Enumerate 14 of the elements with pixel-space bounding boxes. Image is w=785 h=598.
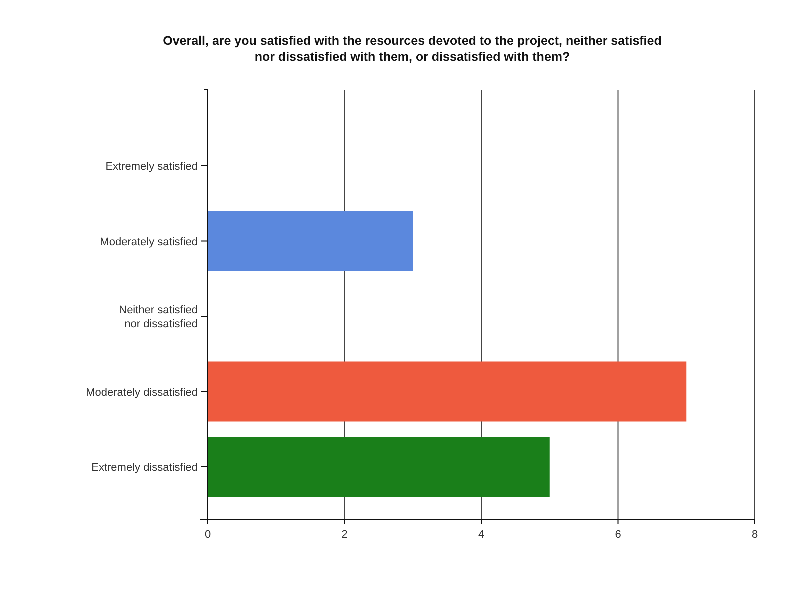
x-tick-label: 2 xyxy=(342,529,348,541)
y-tick-label: Extremely dissatisfied xyxy=(92,462,198,474)
y-tick-label: Moderately dissatisfied xyxy=(86,386,198,399)
x-tick-label: 0 xyxy=(204,529,212,541)
bar xyxy=(208,362,687,422)
x-tick-label: 6 xyxy=(615,529,622,541)
y-tick-label: Neither satisfied nor dissatisfied xyxy=(119,304,198,330)
bar xyxy=(208,437,550,497)
y-tick-label: Moderately satisfied xyxy=(100,236,198,248)
bar xyxy=(208,211,414,272)
y-tick-label: Extremely satisfied xyxy=(106,161,198,173)
chart-title: Overall, are you satisfied with the resources devoted to the project, neither satisfied nor dissatisfied with them, or dissatisfied with them? xyxy=(163,34,662,64)
x-tick-label: 8 xyxy=(752,529,758,541)
x-tick-label: 4 xyxy=(478,529,485,541)
